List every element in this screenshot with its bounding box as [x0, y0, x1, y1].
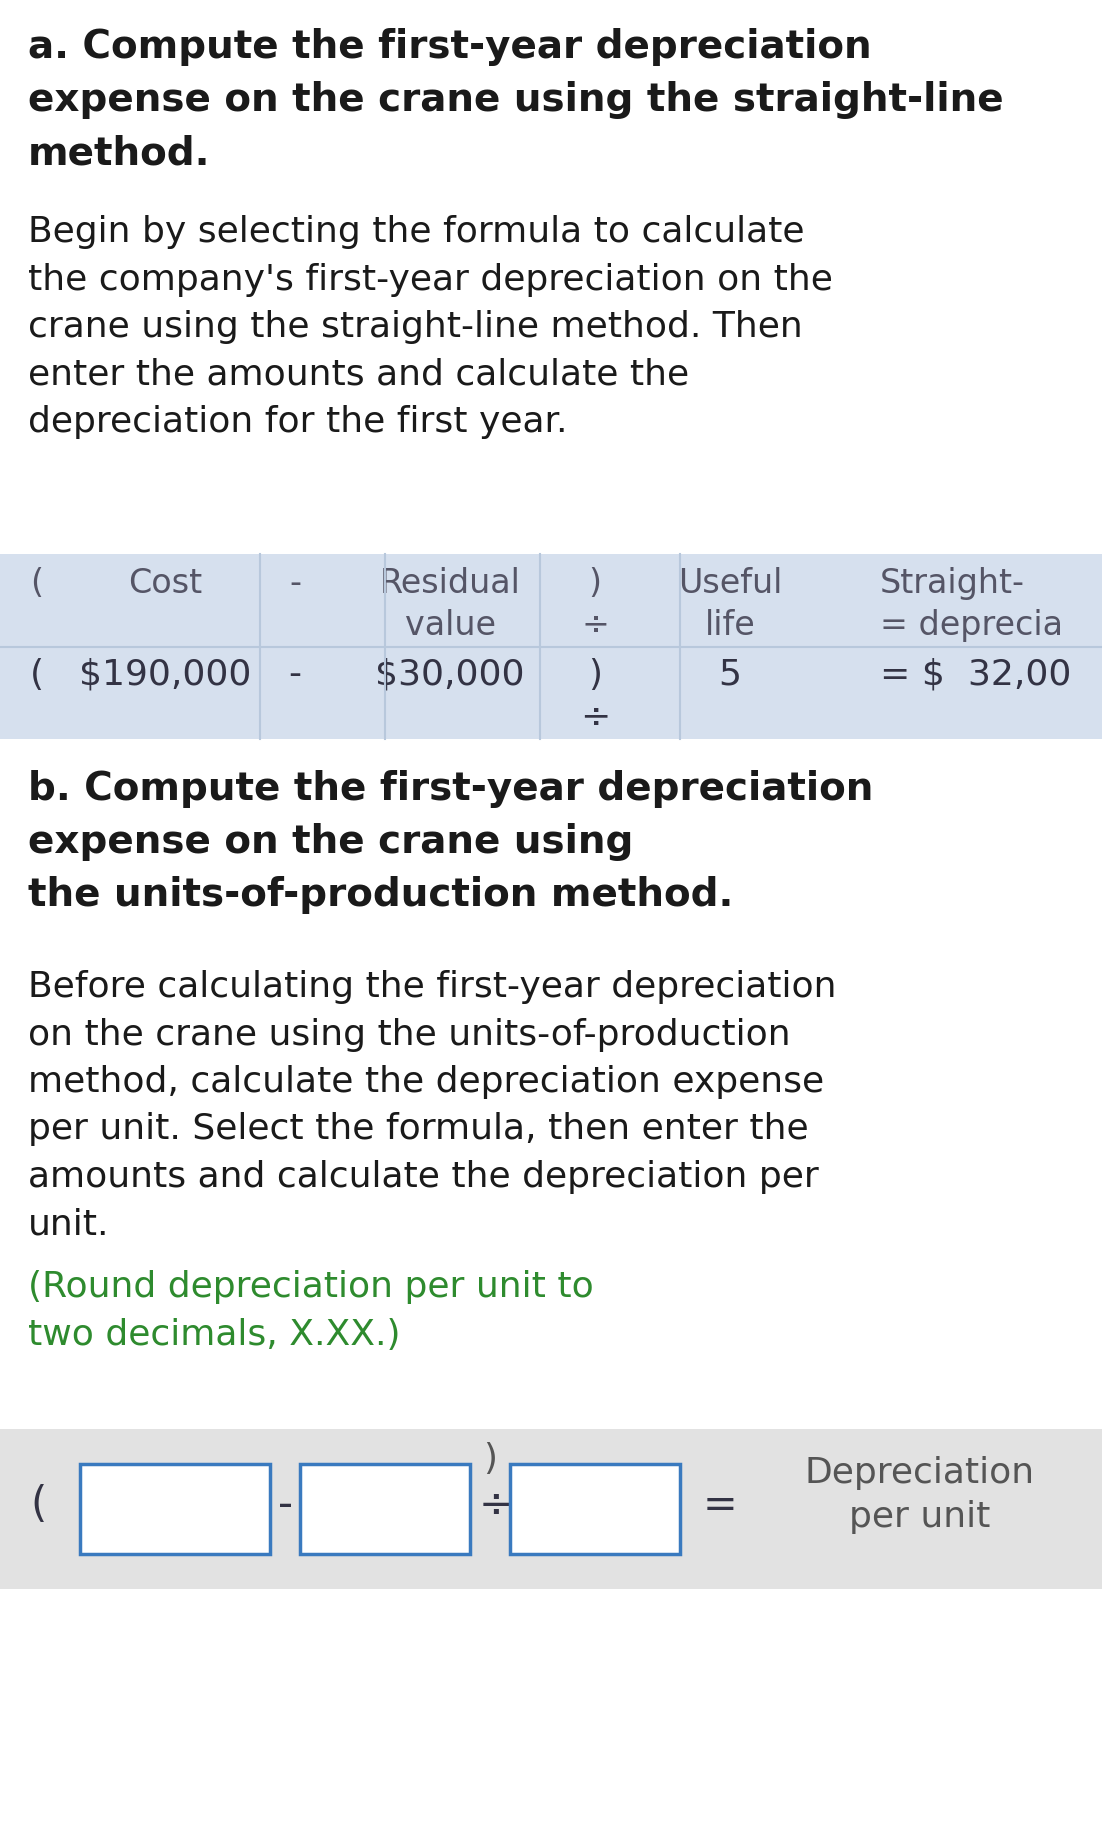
- Bar: [80, 1464, 270, 1555]
- Text: (: (: [30, 1484, 46, 1526]
- Text: )
÷: ) ÷: [581, 567, 609, 642]
- Text: $190,000: $190,000: [79, 656, 251, 691]
- Text: Before calculating the first-year depreciation
on the crane using the units-of-p: Before calculating the first-year deprec…: [28, 970, 836, 1241]
- Bar: [300, 1464, 469, 1555]
- Text: ÷: ÷: [478, 1484, 514, 1526]
- Text: 5: 5: [719, 656, 742, 691]
- Text: =: =: [703, 1484, 737, 1526]
- Text: Straight-
= deprecia: Straight- = deprecia: [880, 567, 1063, 642]
- Text: Useful
life: Useful life: [678, 567, 782, 642]
- Text: = $  32,00: = $ 32,00: [880, 656, 1071, 691]
- Text: -: -: [289, 567, 301, 600]
- Text: -: -: [278, 1484, 292, 1526]
- Text: (Round depreciation per unit to
two decimals, X.XX.): (Round depreciation per unit to two deci…: [28, 1269, 594, 1351]
- Text: b. Compute the first-year depreciation
expense on the crane using
the units-of-p: b. Compute the first-year depreciation e…: [28, 769, 874, 913]
- Text: (: (: [30, 567, 43, 600]
- Text: (: (: [30, 656, 44, 691]
- Text: -: -: [289, 656, 302, 691]
- Text: Begin by selecting the formula to calculate
the company's first-year depreciatio: Begin by selecting the formula to calcul…: [28, 215, 833, 439]
- Text: ): ): [483, 1442, 497, 1475]
- Text: )
÷: ) ÷: [580, 656, 611, 735]
- Text: Residual
value: Residual value: [379, 567, 520, 642]
- Text: a. Compute the first-year depreciation
expense on the crane using the straight-l: a. Compute the first-year depreciation e…: [28, 27, 1004, 171]
- Text: Cost: Cost: [128, 567, 202, 600]
- Bar: [0, 1429, 1102, 1590]
- Bar: [510, 1464, 680, 1555]
- Bar: [0, 554, 1102, 740]
- Text: $30,000: $30,000: [376, 656, 525, 691]
- Text: Depreciation
per unit: Depreciation per unit: [804, 1455, 1035, 1533]
